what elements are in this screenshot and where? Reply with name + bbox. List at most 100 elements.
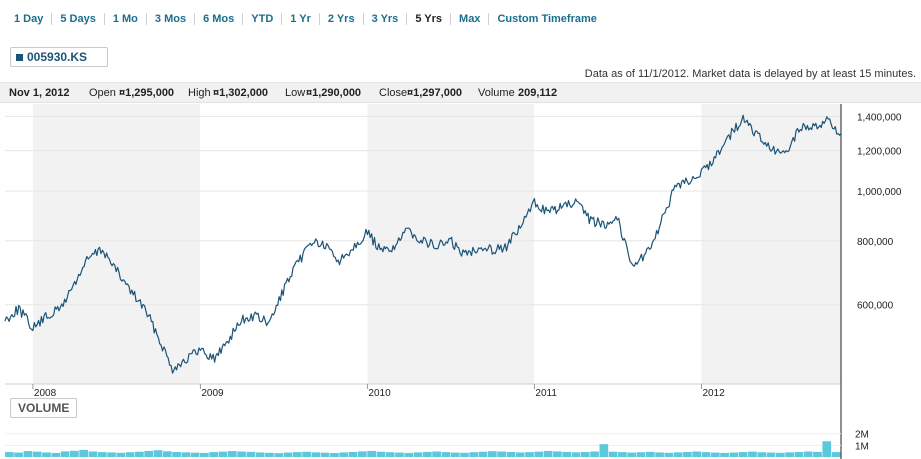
- volume-bar: [311, 452, 321, 457]
- volume-bar: [292, 452, 302, 457]
- volume-bar: [785, 452, 794, 457]
- volume-bar: [738, 452, 748, 457]
- volume-bar: [190, 452, 200, 457]
- volume-bar: [692, 451, 702, 457]
- y-tick-label: 1,400,000: [857, 112, 902, 123]
- volume-bar: [60, 451, 70, 457]
- volume-bar: [125, 452, 135, 457]
- volume-bar: [357, 451, 367, 457]
- volume-bar: [283, 452, 293, 457]
- tab-1-day[interactable]: 1 Day: [6, 13, 53, 25]
- ticker-symbol: 005930.KS: [27, 50, 88, 64]
- volume-bar: [450, 452, 460, 457]
- volume-bar: [51, 452, 61, 457]
- y-tick-label: 1,000,000: [857, 187, 902, 198]
- volume-bar: [339, 452, 349, 457]
- close-value: ¤1,297,000: [407, 87, 463, 99]
- y-axis-ticks: 1,400,000 1,200,000 1,000,000 800,000 600,00…: [857, 112, 902, 311]
- volume-bar: [32, 451, 42, 457]
- volume-bar: [580, 451, 590, 457]
- volume-bar: [506, 451, 516, 457]
- volume-bar: [525, 452, 534, 457]
- year-shade-1: [367, 104, 534, 384]
- volume-bar: [330, 453, 339, 457]
- volume-label: Volume: [478, 87, 515, 99]
- tab-5-yrs[interactable]: 5 Yrs: [407, 13, 452, 25]
- ticker-legend[interactable]: 005930.KS: [10, 47, 108, 67]
- tab-custom-timeframe[interactable]: Custom Timeframe: [497, 13, 597, 25]
- volume-bar: [218, 451, 228, 457]
- ticker-color-swatch: [16, 53, 23, 61]
- close-label: Close: [379, 87, 408, 99]
- volume-bar: [618, 452, 627, 457]
- volume-bar: [720, 452, 729, 457]
- volume-bar: [441, 452, 451, 457]
- volume-bar: [97, 452, 107, 457]
- x-tick-label: 2011: [535, 388, 557, 399]
- open-value: ¤1,295,000: [119, 87, 175, 99]
- volume-bar: [655, 452, 664, 457]
- volume-bar: [79, 449, 88, 457]
- volume-bar: [813, 451, 822, 457]
- tab-1-yr[interactable]: 1 Yr: [282, 13, 320, 25]
- tab-2-yrs[interactable]: 2 Yrs: [320, 13, 364, 25]
- x-tick-label: 2012: [702, 388, 725, 399]
- volume-bar: [413, 452, 423, 457]
- volume-bar: [162, 451, 172, 457]
- volume-gridlines: [5, 433, 841, 446]
- low-label: Low: [285, 87, 306, 99]
- volume-bar: [246, 451, 256, 457]
- volume-bar: [543, 450, 553, 457]
- volume-tick-label: 2M: [855, 430, 869, 441]
- tab-3-mos[interactable]: 3 Mos: [147, 13, 196, 25]
- volume-bar: [729, 452, 739, 457]
- volume-bar: [562, 451, 572, 457]
- volume-bar: [460, 452, 469, 457]
- volume-toggle-button[interactable]: VOLUME: [10, 398, 78, 418]
- tab-5-days[interactable]: 5 Days: [52, 13, 105, 25]
- tab-6-mos[interactable]: 6 Mos: [195, 13, 244, 25]
- volume-bar: [534, 451, 544, 457]
- price-series-line: [4, 114, 842, 374]
- volume-bar: [153, 450, 163, 457]
- x-tick-label: 2008: [34, 388, 57, 399]
- volume-bar: [116, 452, 126, 457]
- volume-bar: [348, 451, 358, 457]
- quote-date: Nov 1, 2012: [9, 87, 70, 99]
- high-label: High: [188, 87, 211, 99]
- volume-bar: [683, 451, 692, 457]
- tab-max[interactable]: Max: [451, 13, 490, 25]
- volume-bar: [794, 451, 804, 457]
- volume-bar: [227, 451, 237, 457]
- volume-bar: [590, 451, 599, 457]
- volume-bar: [367, 450, 376, 457]
- volume-bar: [14, 452, 23, 457]
- volume-bar: [710, 452, 720, 457]
- y-tick-label: 600,000: [857, 301, 894, 312]
- volume-bar: [144, 450, 154, 457]
- volume-bar: [302, 451, 311, 457]
- quote-bar: Nov 1, 2012 Open ¤1,295,000 High ¤1,302,…: [0, 82, 921, 103]
- volume-bar: [42, 452, 51, 457]
- year-shading: [32, 104, 841, 384]
- tab-3-yrs[interactable]: 3 Yrs: [364, 13, 408, 25]
- volume-bar: [608, 451, 618, 457]
- y-tick-label: 1,200,000: [857, 147, 902, 158]
- tab-ytd[interactable]: YTD: [243, 13, 283, 25]
- tab-1-mo[interactable]: 1 Mo: [105, 13, 147, 25]
- open-label: Open: [89, 87, 116, 99]
- volume-bar: [748, 451, 757, 457]
- high-value: ¤1,302,000: [213, 87, 269, 99]
- volume-bar: [497, 451, 506, 457]
- volume-bar: [404, 452, 414, 457]
- x-axis-ticks: 2008 2009 2010 2011 2012: [32, 384, 725, 399]
- volume-bar: [645, 451, 655, 457]
- volume-bar: [320, 452, 330, 457]
- volume-bar: [636, 452, 646, 457]
- volume-bar: [673, 452, 683, 457]
- volume-tick-label: 1M: [855, 441, 869, 452]
- volume-bar: [181, 452, 191, 457]
- volume-bar: [135, 451, 144, 457]
- volume-value: 209,112: [518, 87, 558, 99]
